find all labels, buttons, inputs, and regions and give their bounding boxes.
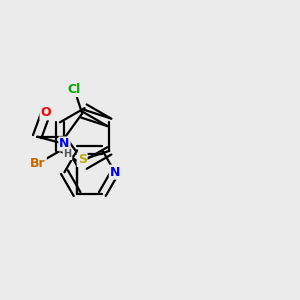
Text: S: S xyxy=(78,153,87,166)
Text: N: N xyxy=(59,137,70,150)
Text: Br: Br xyxy=(30,157,46,170)
Text: Cl: Cl xyxy=(68,83,81,96)
Text: N: N xyxy=(110,166,120,179)
Text: O: O xyxy=(40,106,51,119)
Text: H: H xyxy=(63,149,71,159)
